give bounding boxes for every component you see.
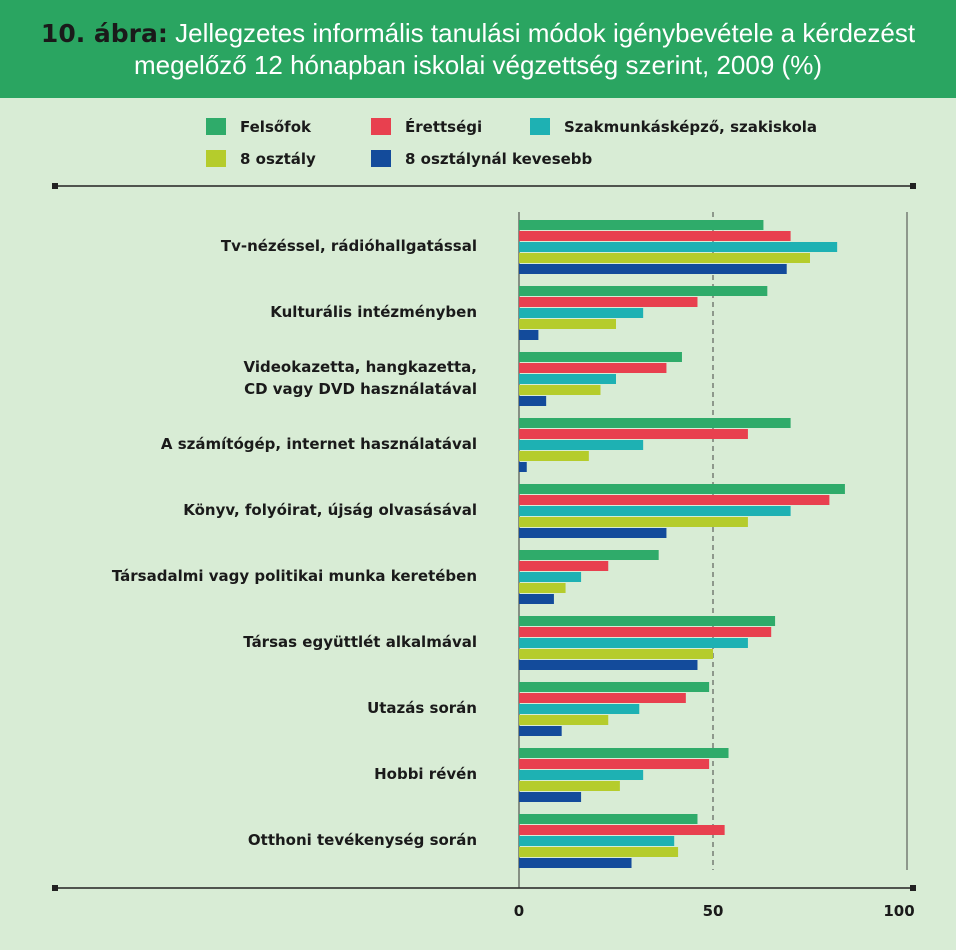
- bar: [519, 781, 620, 791]
- bar: [519, 429, 748, 439]
- bar: [519, 440, 644, 450]
- bar: [519, 319, 616, 329]
- bar: [519, 836, 675, 846]
- title-line-2: megelőző 12 hónapban iskolai végzettség …: [134, 50, 822, 80]
- category-label: Utazás során: [367, 699, 477, 717]
- bar: [519, 759, 710, 769]
- tick-label: 100: [883, 902, 914, 920]
- bar: [519, 374, 616, 384]
- category-label: Tv-nézéssel, rádióhallgatással: [221, 237, 477, 255]
- title-line-1: 10. ábra: Jellegzetes informális tanulás…: [0, 18, 956, 49]
- bar: [519, 330, 539, 340]
- bar: [519, 528, 667, 538]
- bar: [519, 297, 698, 307]
- bar: [519, 352, 682, 362]
- bar: [519, 693, 686, 703]
- legend-label: Felsőfok: [240, 118, 311, 136]
- bar: [519, 242, 838, 252]
- bar: [519, 748, 729, 758]
- tick-label: 50: [703, 902, 724, 920]
- bar: [519, 770, 644, 780]
- bar: [519, 583, 566, 593]
- legend-swatch: [206, 150, 226, 167]
- bar: [519, 858, 632, 868]
- bar: [519, 253, 810, 263]
- category-label: A számítógép, internet használatával: [161, 435, 477, 453]
- bar: [519, 572, 582, 582]
- bar: [519, 649, 713, 659]
- bar: [519, 451, 589, 461]
- legend-swatch: [206, 118, 226, 135]
- bar: [519, 220, 764, 230]
- bar: [519, 396, 547, 406]
- legend-label: 8 osztálynál kevesebb: [405, 150, 593, 168]
- category-label: Hobbi révén: [374, 765, 477, 783]
- bottom-rule-end-right: [910, 885, 916, 891]
- bar: [519, 231, 791, 241]
- bar: [519, 506, 791, 516]
- bar: [519, 825, 725, 835]
- bar: [519, 594, 554, 604]
- category-label: Videokazetta, hangkazetta,: [244, 358, 477, 376]
- top-rule-end-right: [910, 183, 916, 189]
- legend-swatch: [530, 118, 550, 135]
- bar: [519, 308, 644, 318]
- legend-label: Szakmunkásképző, szakiskola: [564, 118, 818, 136]
- bar: [519, 484, 845, 494]
- bar: [519, 726, 562, 736]
- category-label: Otthoni tevékenység során: [248, 831, 477, 849]
- category-label: Kulturális intézményben: [270, 303, 477, 321]
- category-label: Könyv, folyóirat, újság olvasásával: [183, 501, 477, 519]
- bar: [519, 517, 748, 527]
- figure-label: 10. ábra:: [40, 19, 168, 48]
- chart-header: 10. ábra: Jellegzetes informális tanulás…: [0, 0, 956, 98]
- category-label: Társadalmi vagy politikai munka keretébe…: [112, 567, 477, 585]
- bar: [519, 715, 609, 725]
- bar: [519, 462, 527, 472]
- bar: [519, 418, 791, 428]
- bar: [519, 704, 640, 714]
- bar: [519, 682, 710, 692]
- bar: [519, 627, 772, 637]
- bottom-rule-end-left: [52, 885, 58, 891]
- bar: [519, 363, 667, 373]
- bar: [519, 660, 698, 670]
- bar: [519, 561, 609, 571]
- legend-swatch: [371, 150, 391, 167]
- category-label: CD vagy DVD használatával: [244, 380, 477, 398]
- bar: [519, 814, 698, 824]
- bar: [519, 385, 601, 395]
- title-text-1: Jellegzetes informális tanulási módok ig…: [175, 18, 916, 48]
- tick-label: 0: [514, 902, 524, 920]
- bar: [519, 616, 776, 626]
- bar: [519, 264, 787, 274]
- bar: [519, 792, 582, 802]
- bar: [519, 550, 659, 560]
- bar: [519, 847, 679, 857]
- top-rule-end-left: [52, 183, 58, 189]
- bar: [519, 638, 748, 648]
- bar: [519, 495, 830, 505]
- category-label: Társas együttlét alkalmával: [243, 633, 477, 651]
- bar: [519, 286, 768, 296]
- legend-label: 8 osztály: [240, 150, 316, 168]
- legend-label: Érettségi: [405, 118, 483, 136]
- legend-swatch: [371, 118, 391, 135]
